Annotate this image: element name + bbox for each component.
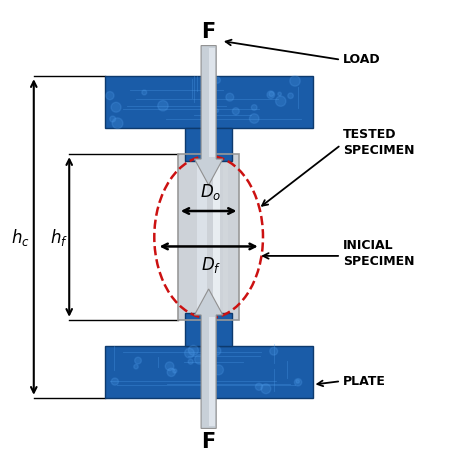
Polygon shape	[194, 46, 223, 185]
Bar	[213, 155, 220, 319]
Text: $h_f$: $h_f$	[50, 227, 68, 247]
Circle shape	[290, 76, 300, 86]
Circle shape	[296, 380, 300, 383]
Circle shape	[232, 108, 239, 115]
Circle shape	[210, 383, 212, 386]
Circle shape	[135, 357, 141, 364]
Text: $h_c$: $h_c$	[11, 227, 30, 247]
Circle shape	[111, 378, 118, 385]
Circle shape	[106, 91, 114, 100]
Circle shape	[275, 96, 286, 106]
Circle shape	[249, 114, 259, 123]
Circle shape	[270, 347, 278, 355]
Circle shape	[214, 77, 220, 83]
Circle shape	[188, 345, 199, 356]
Circle shape	[112, 118, 123, 128]
Text: SPECIMEN: SPECIMEN	[343, 144, 415, 157]
Circle shape	[195, 355, 204, 364]
Bar	[105, 346, 313, 398]
Bar	[197, 155, 207, 319]
Circle shape	[269, 91, 273, 96]
Text: F: F	[201, 432, 216, 452]
Circle shape	[158, 100, 168, 111]
Text: SPECIMEN: SPECIMEN	[343, 255, 415, 268]
Text: TESTED: TESTED	[343, 128, 397, 141]
Bar	[223, 155, 228, 319]
Text: LOAD: LOAD	[343, 53, 381, 66]
Circle shape	[294, 379, 302, 386]
Circle shape	[226, 93, 234, 101]
Circle shape	[215, 109, 219, 112]
Bar	[178, 155, 239, 319]
Circle shape	[184, 348, 194, 358]
Circle shape	[110, 116, 116, 122]
Circle shape	[251, 105, 257, 110]
Circle shape	[173, 369, 177, 373]
Text: $D_o$: $D_o$	[201, 182, 222, 202]
Bar	[178, 155, 239, 319]
Bar	[105, 76, 313, 128]
Bar	[209, 318, 215, 426]
Circle shape	[165, 362, 174, 371]
Circle shape	[167, 368, 175, 376]
Bar	[209, 48, 215, 156]
Circle shape	[188, 359, 193, 364]
Circle shape	[288, 93, 293, 99]
Circle shape	[261, 384, 271, 394]
Circle shape	[267, 91, 274, 99]
Text: $D_f$: $D_f$	[201, 255, 221, 275]
Circle shape	[255, 383, 263, 391]
Circle shape	[213, 365, 223, 375]
Circle shape	[134, 365, 138, 369]
Polygon shape	[194, 289, 223, 428]
Circle shape	[111, 102, 121, 112]
Text: PLATE: PLATE	[343, 374, 386, 388]
Circle shape	[211, 346, 221, 356]
Circle shape	[142, 90, 146, 95]
Bar	[185, 313, 232, 346]
Text: F: F	[201, 22, 216, 42]
Text: INICIAL: INICIAL	[343, 239, 394, 252]
Bar	[185, 128, 232, 161]
Circle shape	[278, 92, 282, 96]
